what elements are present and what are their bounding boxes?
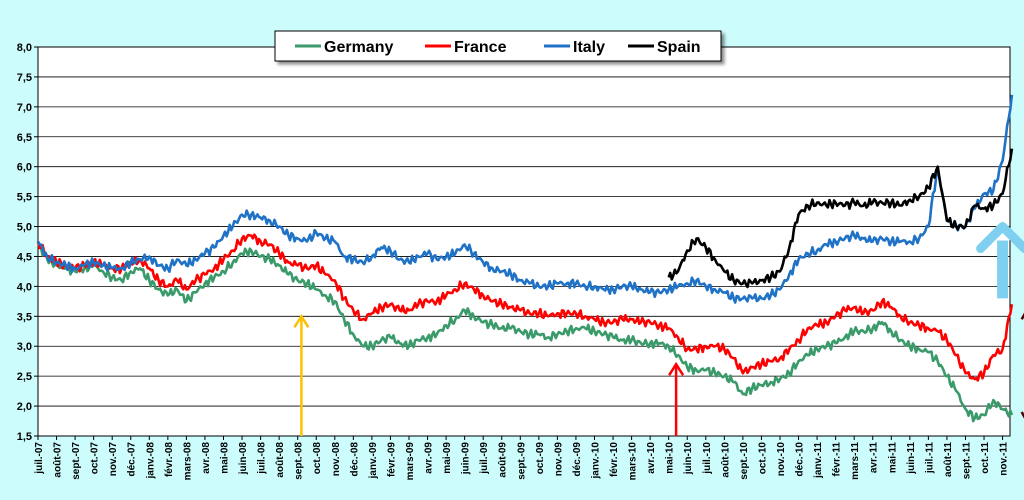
x-tick-label: mai-09 — [442, 442, 453, 474]
annotation-arrow-head — [1020, 411, 1024, 419]
x-tick-label: mars-09 — [405, 442, 416, 481]
x-tick-label: janv.-08 — [145, 442, 156, 480]
x-tick-label: janv.-11 — [813, 442, 824, 479]
x-tick-label: sept.-07 — [71, 442, 82, 480]
x-tick-label: déc.-09 — [572, 442, 583, 477]
x-tick-label: déc.-10 — [795, 442, 806, 477]
x-tick-label: mars-08 — [182, 442, 193, 481]
x-axis: juil.-07 août-07 sept.-07 oct.-07 nov.-07 déc… — [34, 436, 1010, 480]
x-tick-label: juil.-07 — [34, 442, 45, 475]
legend: Germany France Italy Spain — [274, 30, 722, 62]
y-tick-label: 3,0 — [17, 341, 32, 353]
y-tick-label: 4,5 — [17, 251, 32, 263]
annotation-arrow-head — [293, 313, 310, 328]
x-tick-label: avr.-09 — [424, 442, 435, 474]
annotation-arrow-head — [976, 222, 1024, 254]
y-tick-label: 8,0 — [17, 42, 32, 54]
x-tick-label: janv.-10 — [590, 442, 601, 480]
plot-area — [37, 46, 1011, 437]
legend-label: France — [454, 39, 507, 56]
x-tick-label: sept.-11 — [961, 442, 972, 480]
y-tick-label: 5,0 — [17, 222, 32, 234]
x-tick-label: juil.-08 — [257, 442, 268, 475]
y-tick-label: 2,0 — [17, 401, 32, 413]
y-tick-label: 1,5 — [17, 431, 32, 443]
x-tick-label: oct.-09 — [535, 442, 546, 475]
series-line-germany — [37, 243, 1014, 423]
x-tick-label: août-07 — [53, 442, 64, 478]
annotation-arrow — [997, 240, 1009, 299]
x-tick-label: avr.-10 — [646, 442, 657, 474]
x-tick-label: août-09 — [498, 442, 509, 478]
y-tick-label: 7,0 — [17, 102, 32, 114]
x-tick-label: nov.-09 — [553, 442, 564, 477]
y-tick-label: 6,0 — [17, 162, 32, 174]
series — [36, 94, 1014, 423]
x-tick-label: oct.-10 — [757, 442, 768, 475]
y-tick-label: 4,0 — [17, 281, 32, 293]
y-tick-label: 6,5 — [17, 132, 32, 144]
x-tick-label: juil.-11 — [924, 442, 935, 475]
x-tick-label: juin-11 — [906, 442, 917, 475]
legend-label: Germany — [324, 39, 393, 56]
x-tick-label: mai-11 — [887, 442, 898, 474]
y-tick-label: 5,5 — [17, 192, 32, 204]
y-axis: 1,5 2,0 2,5 3,0 3,5 4,0 4,5 5,0 5,5 6,0 6,5 7,0 7,5 8… — [17, 42, 38, 443]
legend-label: Spain — [657, 39, 701, 56]
annotations — [293, 222, 1024, 436]
annotation-arrow-head — [1020, 312, 1024, 320]
x-tick-label: mai-08 — [219, 442, 230, 474]
x-tick-label: oct.-08 — [312, 442, 323, 475]
x-tick-label: avr.-11 — [869, 442, 880, 474]
x-tick-label: févr.-09 — [386, 442, 397, 477]
x-tick-label: juin-09 — [461, 442, 472, 476]
x-tick-label: oct.-11 — [980, 442, 991, 474]
y-tick-label: 2,5 — [17, 371, 32, 383]
x-tick-label: oct.-07 — [90, 442, 101, 475]
x-tick-label: nov.-07 — [108, 442, 119, 477]
x-tick-label: juin-10 — [683, 442, 694, 476]
annotation-arrow-head — [668, 361, 685, 376]
x-tick-label: déc.-08 — [349, 442, 360, 477]
x-tick-label: juil.-10 — [702, 442, 713, 475]
x-tick-label: août-11 — [943, 442, 954, 477]
x-tick-label: avr.-08 — [201, 442, 212, 474]
x-tick-label: févr.-08 — [164, 442, 175, 477]
x-tick-label: mars-10 — [628, 442, 639, 481]
x-tick-label: févr.-10 — [609, 442, 620, 477]
y-tick-label: 3,5 — [17, 311, 32, 323]
x-tick-label: août-08 — [275, 442, 286, 478]
y-tick-label: 7,5 — [17, 72, 32, 84]
x-tick-label: sept.-10 — [739, 442, 750, 480]
x-tick-label: mars-11 — [850, 442, 861, 480]
series-line-spain — [667, 148, 1014, 289]
x-tick-label: sept.-09 — [516, 442, 527, 480]
legend-label: Italy — [573, 39, 605, 56]
x-tick-label: déc.-07 — [127, 442, 138, 477]
x-tick-label: juin-08 — [238, 442, 249, 476]
x-tick-label: août-10 — [720, 442, 731, 478]
x-tick-label: janv.-09 — [368, 442, 379, 480]
x-tick-label: févr.-11 — [832, 442, 843, 477]
x-tick-label: sept.-08 — [294, 442, 305, 480]
x-tick-label: nov.-10 — [776, 442, 787, 477]
series-line-france — [36, 233, 1014, 382]
x-tick-label: nov.-11 — [999, 442, 1010, 476]
x-tick-label: mai-10 — [665, 442, 676, 474]
series-line-italy — [36, 94, 1014, 304]
x-tick-label: nov.-08 — [331, 442, 342, 477]
x-tick-label: juil.-09 — [479, 442, 490, 475]
